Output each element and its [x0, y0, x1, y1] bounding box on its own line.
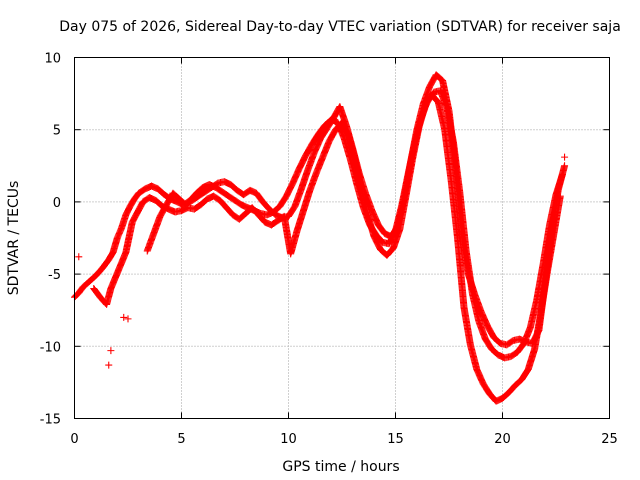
y-tick-label: 5: [53, 124, 61, 139]
data-point: [120, 313, 128, 321]
x-tick-label: 5: [177, 432, 185, 447]
x-tick-label: 20: [494, 432, 511, 447]
x-tick-label: 15: [387, 432, 404, 447]
chart-title: Day 075 of 2026, Sidereal Day-to-day VTE…: [59, 19, 621, 35]
data-point: [105, 361, 113, 369]
x-tick-label: 25: [601, 432, 618, 447]
data-point: [75, 253, 83, 261]
data-point: [561, 153, 569, 161]
y-tick-label: -5: [48, 268, 61, 283]
x-tick-label: 10: [280, 432, 297, 447]
x-tick-label: 0: [70, 432, 78, 447]
data-point: [107, 347, 115, 355]
y-tick-label: 0: [53, 196, 61, 211]
plot-frame: [74, 57, 610, 419]
data-point: [124, 315, 132, 323]
data-point: [561, 162, 569, 170]
x-axis-label: GPS time / hours: [282, 459, 399, 475]
y-axis-label: SDTVAR / TECUs: [6, 181, 22, 296]
y-tick-label: 10: [44, 52, 61, 67]
y-tick-label: -15: [40, 413, 61, 428]
data-points: [71, 71, 569, 405]
y-tick-label: -10: [40, 340, 61, 355]
